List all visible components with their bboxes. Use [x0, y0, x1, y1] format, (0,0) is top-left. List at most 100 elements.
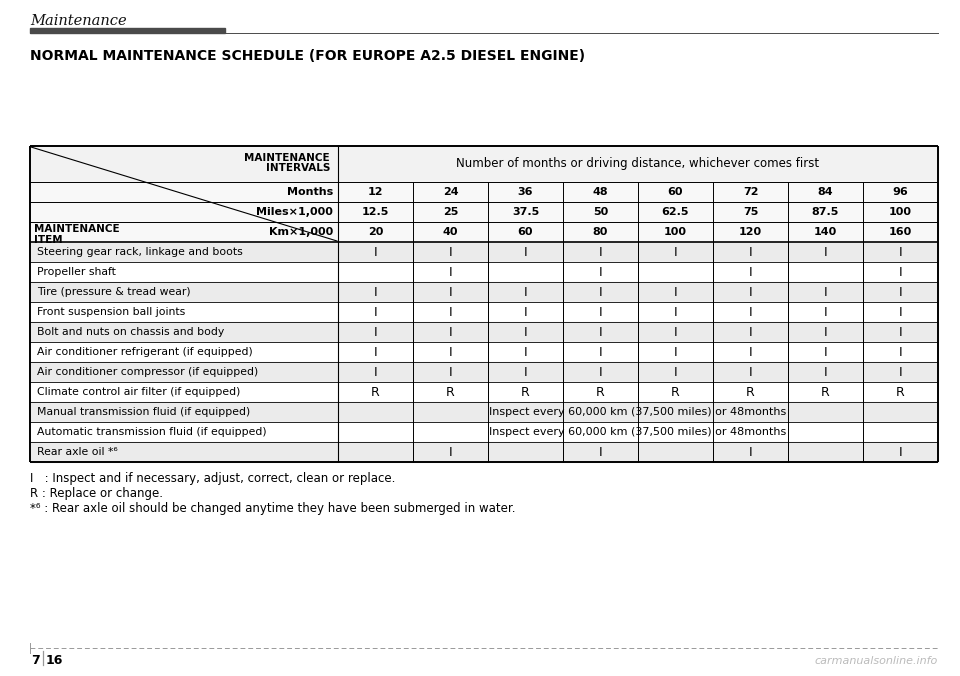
Text: I: I: [373, 345, 377, 358]
Text: I: I: [749, 445, 753, 458]
Text: I: I: [599, 285, 602, 299]
Text: 75: 75: [743, 207, 758, 217]
Text: I: I: [599, 445, 602, 458]
Text: Number of months or driving distance, whichever comes first: Number of months or driving distance, wh…: [456, 158, 820, 170]
Text: I: I: [824, 326, 828, 339]
Text: I: I: [899, 366, 902, 379]
Text: I: I: [824, 306, 828, 318]
Bar: [30, 442, 938, 462]
Text: 100: 100: [889, 207, 912, 217]
Text: I: I: [749, 366, 753, 379]
Text: 96: 96: [893, 187, 908, 197]
Text: I: I: [749, 266, 753, 279]
Text: 100: 100: [664, 227, 687, 237]
Text: Km×1,000: Km×1,000: [269, 227, 333, 237]
Text: Tire (pressure & tread wear): Tire (pressure & tread wear): [37, 287, 191, 297]
Text: 48: 48: [592, 187, 609, 197]
Text: I: I: [749, 285, 753, 299]
Text: I: I: [749, 306, 753, 318]
Text: Rear axle oil *⁶: Rear axle oil *⁶: [37, 447, 118, 457]
Text: Air conditioner compressor (if equipped): Air conditioner compressor (if equipped): [37, 367, 258, 377]
Text: R : Replace or change.: R : Replace or change.: [30, 487, 163, 500]
Text: 20: 20: [368, 227, 383, 237]
Text: I: I: [524, 345, 527, 358]
Text: I: I: [599, 366, 602, 379]
Text: 72: 72: [743, 187, 758, 197]
Text: 60: 60: [517, 227, 533, 237]
Text: I: I: [674, 345, 678, 358]
Text: I: I: [599, 306, 602, 318]
Text: 25: 25: [443, 207, 458, 217]
Text: I: I: [899, 266, 902, 279]
Text: R: R: [821, 385, 829, 398]
Text: I: I: [899, 445, 902, 458]
Text: 40: 40: [443, 227, 458, 237]
Bar: [30, 282, 938, 302]
Text: R: R: [372, 385, 380, 398]
Text: Air conditioner refrigerant (if equipped): Air conditioner refrigerant (if equipped…: [37, 347, 252, 357]
Text: 60: 60: [668, 187, 684, 197]
Text: I: I: [749, 345, 753, 358]
Text: 12: 12: [368, 187, 383, 197]
Text: Manual transmission fluid (if equipped): Manual transmission fluid (if equipped): [37, 407, 251, 417]
Text: I: I: [599, 245, 602, 258]
Text: I   : Inspect and if necessary, adjust, correct, clean or replace.: I : Inspect and if necessary, adjust, co…: [30, 472, 396, 485]
Text: NORMAL MAINTENANCE SCHEDULE (FOR EUROPE A2.5 DIESEL ENGINE): NORMAL MAINTENANCE SCHEDULE (FOR EUROPE …: [30, 49, 586, 63]
Bar: [30, 262, 938, 282]
Text: Bolt and nuts on chassis and body: Bolt and nuts on chassis and body: [37, 327, 225, 337]
Text: I: I: [448, 285, 452, 299]
Text: I: I: [674, 366, 678, 379]
Text: R: R: [746, 385, 755, 398]
Text: 62.5: 62.5: [661, 207, 689, 217]
Text: I: I: [824, 285, 828, 299]
Text: ITEM: ITEM: [34, 235, 62, 245]
Text: *⁶ : Rear axle oil should be changed anytime they have been submerged in water.: *⁶ : Rear axle oil should be changed any…: [30, 502, 516, 515]
Text: I: I: [824, 366, 828, 379]
Text: I: I: [448, 245, 452, 258]
Text: 12.5: 12.5: [362, 207, 389, 217]
Text: I: I: [824, 345, 828, 358]
Text: I: I: [373, 366, 377, 379]
Text: I: I: [899, 306, 902, 318]
Text: Climate control air filter (if equipped): Climate control air filter (if equipped): [37, 387, 240, 397]
Text: I: I: [674, 326, 678, 339]
Bar: [30, 402, 938, 422]
Text: I: I: [674, 285, 678, 299]
Text: 36: 36: [517, 187, 533, 197]
Text: Automatic transmission fluid (if equipped): Automatic transmission fluid (if equippe…: [37, 427, 267, 437]
Text: I: I: [373, 326, 377, 339]
Bar: [30, 382, 938, 402]
Bar: [30, 342, 938, 362]
Text: 120: 120: [739, 227, 762, 237]
Bar: [30, 222, 938, 242]
Text: I: I: [448, 266, 452, 279]
Text: Inspect every 60,000 km (37,500 miles) or 48months: Inspect every 60,000 km (37,500 miles) o…: [490, 407, 786, 417]
Text: Propeller shaft: Propeller shaft: [37, 267, 116, 277]
Text: I: I: [749, 326, 753, 339]
Text: R: R: [446, 385, 455, 398]
Text: I: I: [524, 366, 527, 379]
Text: carmanualsonline.info: carmanualsonline.info: [815, 656, 938, 666]
Bar: [30, 202, 938, 222]
Text: I: I: [824, 245, 828, 258]
Text: I: I: [674, 245, 678, 258]
Text: MAINTENANCE: MAINTENANCE: [34, 224, 120, 234]
Text: R: R: [671, 385, 680, 398]
Text: I: I: [674, 306, 678, 318]
Text: I: I: [599, 266, 602, 279]
Text: Front suspension ball joints: Front suspension ball joints: [37, 307, 185, 317]
Bar: [30, 242, 938, 262]
Text: I: I: [373, 285, 377, 299]
Text: 87.5: 87.5: [812, 207, 839, 217]
Text: I: I: [899, 326, 902, 339]
Text: I: I: [448, 345, 452, 358]
Text: 160: 160: [889, 227, 912, 237]
Bar: [30, 182, 938, 202]
Text: I: I: [448, 306, 452, 318]
Text: Inspect every 60,000 km (37,500 miles) or 48months: Inspect every 60,000 km (37,500 miles) o…: [490, 427, 786, 437]
Text: I: I: [899, 245, 902, 258]
Text: 50: 50: [593, 207, 608, 217]
Text: I: I: [899, 345, 902, 358]
Text: R: R: [596, 385, 605, 398]
Text: 80: 80: [593, 227, 609, 237]
